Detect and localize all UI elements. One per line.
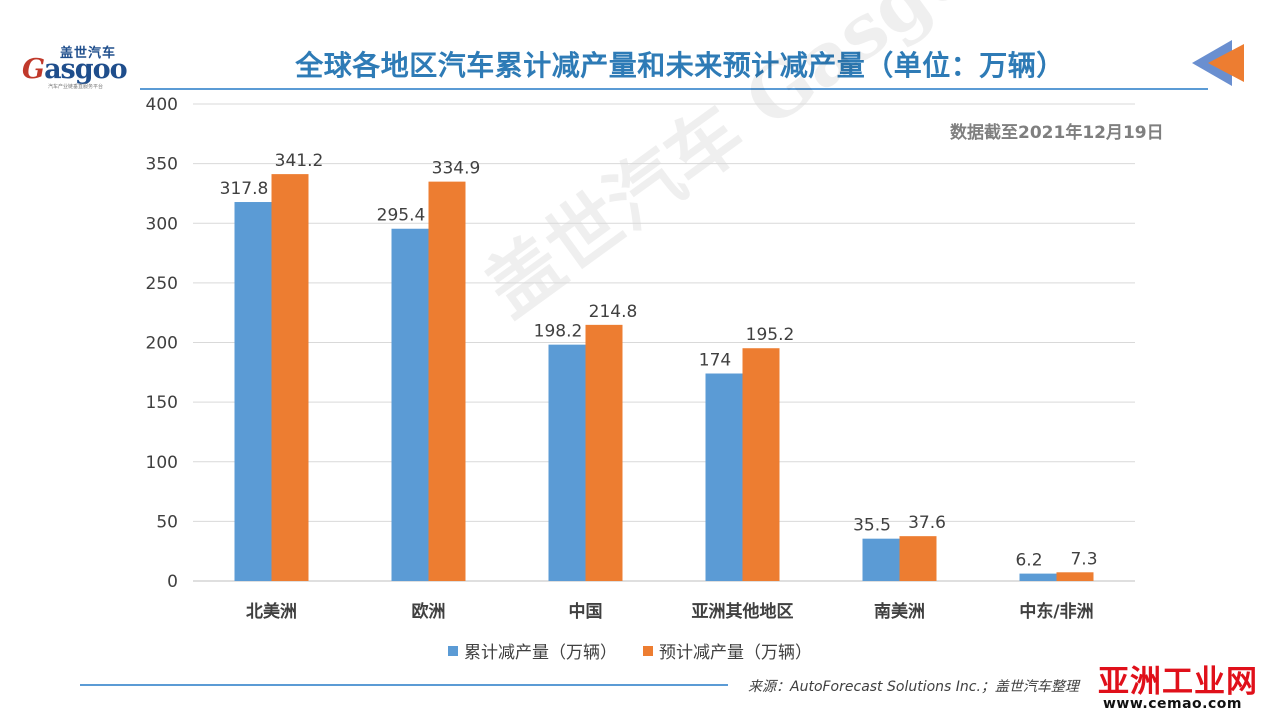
logo-english-name: Gasgoo xyxy=(22,54,128,85)
source-note: 来源：AutoForecast Solutions Inc.；盖世汽车整理 xyxy=(748,679,1079,695)
bar xyxy=(1019,573,1057,581)
y-tick-label: 350 xyxy=(146,155,178,175)
data-label: 35.5 xyxy=(853,516,891,536)
legend-swatch-blue xyxy=(448,645,458,656)
bar xyxy=(428,181,466,581)
y-tick-label: 300 xyxy=(146,214,178,234)
data-label: 7.3 xyxy=(1070,549,1097,569)
y-tick-label: 200 xyxy=(146,334,178,354)
page-title: 全球各地区汽车累计减产量和未来预计减产量（单位：万辆） xyxy=(295,49,1065,82)
x-tick-label: 中国 xyxy=(569,601,603,622)
arrow-decoration-icon xyxy=(1192,40,1244,86)
data-label: 174 xyxy=(699,351,731,371)
data-label: 195.2 xyxy=(746,325,795,345)
y-tick-label: 0 xyxy=(167,572,178,592)
legend-label-series2: 预计减产量（万辆） xyxy=(659,643,812,663)
bar xyxy=(234,202,272,581)
y-tick-label: 150 xyxy=(146,393,178,413)
legend-swatch-orange xyxy=(643,645,653,656)
x-tick-label: 北美洲 xyxy=(246,601,297,622)
bar xyxy=(862,538,900,581)
y-tick-label: 400 xyxy=(146,95,178,115)
x-tick-label: 中东/非洲 xyxy=(1019,601,1093,622)
x-tick-label: 南美洲 xyxy=(874,601,925,622)
bar xyxy=(271,174,309,581)
logo-chinese-name: 盖世汽车 xyxy=(60,46,117,61)
data-label: 295.4 xyxy=(377,206,426,226)
legend-item-series2: 预计减产量（万辆） xyxy=(643,638,812,663)
data-label: 6.2 xyxy=(1015,551,1042,571)
legend-item-series1: 累计减产量（万辆） xyxy=(448,638,617,663)
legend-label-series1: 累计减产量（万辆） xyxy=(464,643,617,663)
data-label: 198.2 xyxy=(534,322,583,342)
data-label: 317.8 xyxy=(220,179,269,199)
data-label: 37.6 xyxy=(908,513,946,533)
logo-tagline: 汽车产业链垂直服务平台 xyxy=(48,84,104,90)
bar xyxy=(705,373,743,581)
data-label: 334.9 xyxy=(432,159,481,179)
data-date-note: 数据截至2021年12月19日 xyxy=(950,123,1164,143)
footer-line xyxy=(80,684,728,686)
x-tick-label: 亚洲其他地区 xyxy=(692,601,794,622)
chart-legend: 累计减产量（万辆） 预计减产量（万辆） xyxy=(448,638,812,663)
bar xyxy=(899,536,937,581)
x-tick-label: 欧洲 xyxy=(412,601,446,622)
data-label: 341.2 xyxy=(275,151,324,171)
y-tick-label: 250 xyxy=(146,274,178,294)
bar xyxy=(548,344,586,581)
bar xyxy=(1056,572,1094,581)
title-underline xyxy=(140,88,1208,90)
bar xyxy=(391,228,429,581)
watermark-logo: 亚洲工业网 xyxy=(1098,664,1258,700)
y-tick-label: 50 xyxy=(156,512,178,532)
gasgoo-logo: 盖世汽车 Gasgoo 汽车产业链垂直服务平台 xyxy=(18,42,133,92)
bar xyxy=(742,348,780,581)
y-tick-label: 100 xyxy=(146,453,178,473)
data-label: 214.8 xyxy=(589,302,638,322)
watermark-url: www.cemao.com xyxy=(1103,696,1242,712)
bar xyxy=(585,324,623,581)
